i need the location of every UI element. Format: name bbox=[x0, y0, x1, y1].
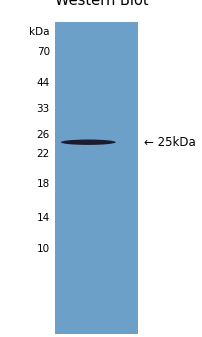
Text: 14: 14 bbox=[36, 213, 49, 223]
Text: 22: 22 bbox=[36, 149, 49, 159]
Text: 44: 44 bbox=[36, 78, 49, 88]
Text: 10: 10 bbox=[36, 244, 49, 254]
Text: 26: 26 bbox=[36, 130, 49, 141]
Text: 33: 33 bbox=[36, 103, 49, 114]
Text: ← 25kDa: ← 25kDa bbox=[143, 136, 195, 149]
Text: Western Blot: Western Blot bbox=[54, 0, 148, 8]
Text: 70: 70 bbox=[36, 47, 49, 57]
Ellipse shape bbox=[61, 140, 115, 145]
Text: 18: 18 bbox=[36, 179, 49, 189]
Text: kDa: kDa bbox=[29, 27, 49, 37]
Bar bbox=[55, 22, 137, 334]
